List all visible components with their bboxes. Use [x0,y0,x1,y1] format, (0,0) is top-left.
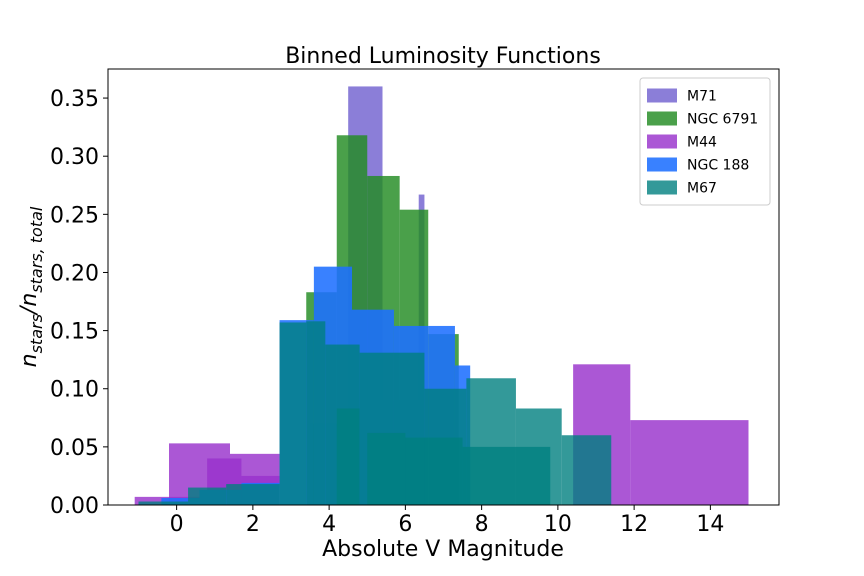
legend-label: M67 [687,181,717,197]
legend-frame [639,77,771,206]
y-tick-label: 0.10 [50,378,99,403]
y-ticks: 0.00 0.05 0.10 0.15 0.20 0.25 0.30 0.35 [50,87,108,519]
y-axis-label: nstars/nstars, total [17,206,46,367]
bar-m67-3 [279,322,307,505]
x-tick-label: 12 [620,512,648,537]
x-ticks: 0 2 4 6 8 10 12 14 [170,505,724,537]
y-tick-label: 0.25 [50,203,99,228]
bar-m67-0 [138,501,189,505]
chart-title: Binned Luminosity Functions [285,44,601,69]
bar-m44-6 [630,420,749,505]
x-tick-label: 6 [398,512,412,537]
legend-label: M44 [687,135,717,151]
legend-label: NGC 188 [687,158,749,174]
y-label-separator: /n [17,293,42,316]
legend-swatch [647,88,677,103]
axes-frame [107,68,780,506]
bars-group [134,86,749,505]
bar-m67-11 [561,435,612,505]
bar-m67-1 [188,487,227,505]
bar-m67-2 [226,484,280,505]
y-tick-label: 0.15 [50,320,99,345]
bar-m67-13 [367,432,406,505]
legend-swatch [647,157,677,172]
y-tick-label: 0.20 [50,261,99,286]
y-tick-label: 0.30 [50,145,99,170]
x-axis-label: Absolute V Magnitude [322,537,564,562]
bar-m67-4 [306,321,326,505]
y-label-sub-num: stars [27,314,46,353]
bar-m67-14 [405,437,463,505]
legend-swatch [647,180,677,195]
x-tick-label: 10 [544,512,572,537]
y-label-base-1: n [17,353,42,367]
legend: M71 NGC 6791 M44 NGC 188 M67 [639,77,771,206]
y-tick-label: 0.00 [50,494,99,519]
y-tick-label: 0.05 [50,436,99,461]
x-tick-label: 2 [246,512,260,537]
bar-m67-12 [336,408,360,505]
x-tick-label: 14 [696,512,724,537]
y-label-sub-den: stars, total [27,206,46,293]
legend-swatch [647,134,677,149]
bar-m67-15 [462,446,551,505]
legend-label: M71 [687,89,717,105]
legend-label: NGC 6791 [687,112,758,128]
y-tick-label: 0.35 [50,87,99,112]
x-tick-label: 4 [322,512,336,537]
legend-swatch [647,111,677,126]
x-tick-label: 0 [170,512,184,537]
x-tick-label: 8 [475,512,489,537]
